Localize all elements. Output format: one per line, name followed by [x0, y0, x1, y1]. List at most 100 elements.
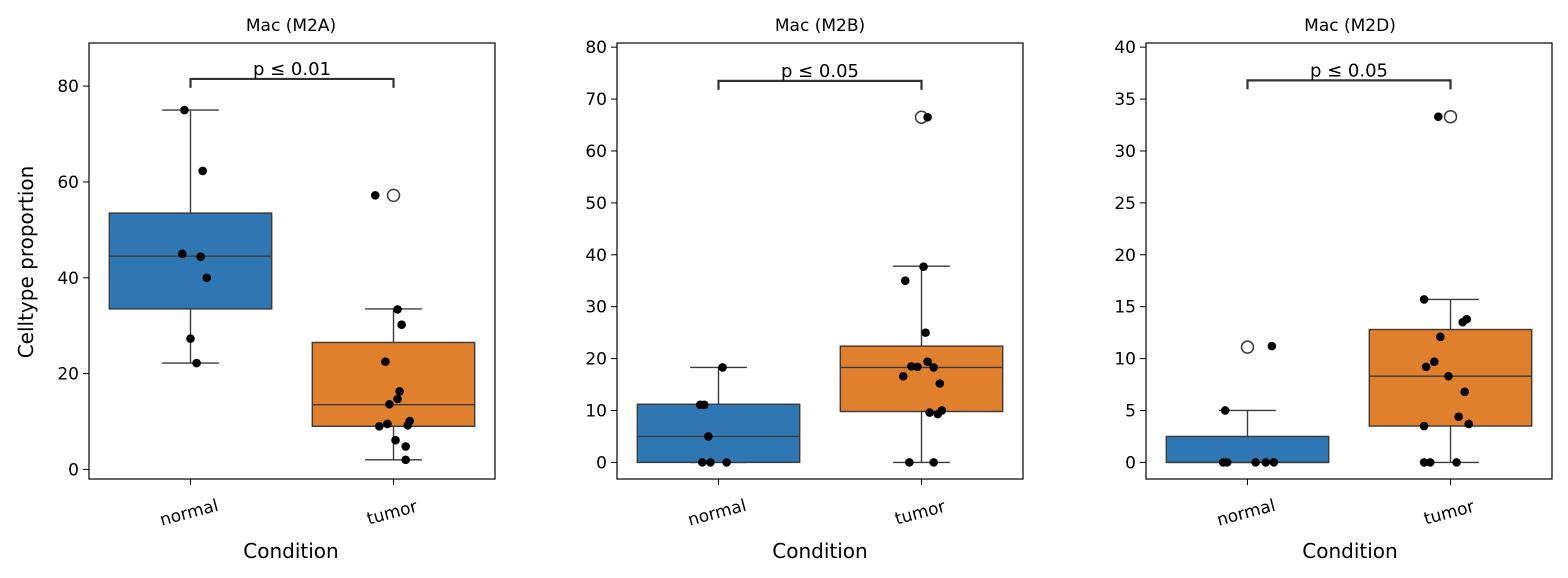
panel-1-tumor-data-point [391, 435, 400, 445]
panel-2-normal-data-point [704, 432, 713, 441]
panel-3-y-tick-label: 35 [1114, 90, 1136, 110]
panel-1-tumor-data-point [381, 357, 390, 366]
panel-3-tumor-data-point [1458, 317, 1467, 327]
panel-2-tumor-data-point [919, 262, 928, 272]
panel-3-significance-bracket [1246, 79, 1452, 90]
panel-2-tumor-data-point [923, 357, 932, 366]
panel-3-x-tick-label-tumor: tumor [1422, 497, 1477, 530]
panel-1-tumor-data-point [383, 419, 392, 429]
panel-3-normal-data-point [1267, 341, 1277, 351]
panel-1-x-tick-label-normal: normal [158, 496, 221, 531]
panel-2-tumor-box [839, 345, 1004, 413]
panel-1-plot-frame [88, 42, 496, 480]
panel-3-y-tick-label: 10 [1114, 350, 1136, 370]
panel-1-tumor-data-point [395, 387, 404, 396]
panel-3-normal-box [1165, 435, 1330, 464]
panel-3-normal-data-point [1251, 458, 1260, 467]
panel-3-plot-frame [1145, 42, 1553, 480]
panel-1-normal-data-point [192, 358, 201, 368]
panel-2-y-tick-label: 30 [585, 298, 607, 318]
panel-3-normal-data-point [1261, 458, 1271, 467]
panel-1-normal-data-point [180, 105, 189, 115]
panel-1-tumor-data-point [374, 421, 384, 431]
panel-3-p-value-label: p ≤ 0.05 [1310, 60, 1388, 81]
panel-2-x-tick-label-tumor: tumor [893, 497, 948, 530]
panel-2-y-tick-label: 20 [585, 350, 607, 370]
panel-3-y-tick-label: 30 [1114, 142, 1136, 162]
panel-2-normal-data-point [718, 363, 727, 372]
panel-1-tumor-box [311, 341, 476, 427]
panel-2-y-tick-label: 40 [585, 246, 607, 266]
panel-1-tumor-data-point [393, 305, 402, 314]
panel-m2d: Mac (M2D) Condition 0 5 10 15 20 25 30 35 40 norm… [1114, 16, 1553, 563]
panel-2-tumor-data-point [905, 458, 914, 467]
panel-1-normal-data-point [196, 252, 205, 261]
panel-2-y-tick-label: 50 [585, 194, 607, 214]
panel-1-p-value-label: p ≤ 0.01 [253, 59, 331, 80]
panel-m2d-x-axis-label: Condition [1302, 539, 1397, 563]
panel-m2b-title: Mac (M2B) [775, 16, 865, 36]
panel-3-tumor-outlier-marker [1443, 109, 1458, 124]
panel-1-normal-data-point [186, 334, 195, 343]
panel-m2a-x-axis-label: Condition [243, 539, 338, 563]
panel-2-tumor-data-point [923, 112, 932, 122]
panel-1-tumor-data-point [403, 421, 413, 430]
panel-1-y-tick-label: 0 [68, 460, 79, 480]
panel-3-tumor-data-point [1419, 295, 1429, 304]
panel-m2a: Mac (M2A) Condition 0 20 40 60 80 normal tumor… [57, 16, 496, 563]
panel-2-tumor-data-point [933, 409, 943, 419]
panel-1-normal-data-point [178, 249, 187, 259]
panel-3-tumor-data-point [1419, 458, 1429, 467]
panel-1-x-tick-label-tumor: tumor [365, 497, 420, 530]
panel-2-plot-frame [616, 42, 1024, 480]
panel-2-tumor-data-point [925, 408, 934, 417]
panel-1-tumor-outlier-marker [386, 188, 401, 203]
panel-3-y-tick-label: 15 [1114, 298, 1136, 318]
panel-1-tumor-data-point [370, 191, 380, 200]
panel-2-significance-bracket [717, 79, 923, 90]
panel-3-x-tick-label-normal: normal [1215, 496, 1278, 531]
panel-1-tumor-data-point [397, 320, 406, 330]
panel-2-tumor-data-point [929, 458, 938, 467]
panel-1-tumor-data-point [401, 442, 410, 451]
panel-3-tumor-data-point [1434, 112, 1443, 122]
panel-3-tumor-data-point [1454, 412, 1463, 422]
panel-3-normal-data-point [1269, 458, 1279, 467]
panel-2-y-tick-label: 0 [596, 453, 607, 473]
panel-1-tumor-data-point [385, 399, 394, 409]
panel-m2b-x-axis-label: Condition [772, 539, 867, 563]
panel-3-tumor-data-point [1464, 419, 1474, 429]
panel-3-y-tick-label: 40 [1114, 38, 1136, 58]
panel-3-normal-outlier-marker [1240, 340, 1255, 354]
panel-2-tumor-data-point [935, 379, 945, 388]
panel-1-y-tick-label: 40 [57, 269, 79, 289]
panel-2-x-tick-label-normal: normal [686, 496, 749, 531]
panel-1-normal-data-point [202, 273, 212, 283]
panel-2-p-value-label: p ≤ 0.05 [781, 61, 859, 82]
panel-1-y-tick-label: 80 [57, 77, 79, 97]
panel-1-y-tick-label: 60 [57, 173, 79, 193]
panel-1-significance-bracket [189, 77, 395, 88]
panel-3-tumor-data-point [1425, 458, 1435, 467]
panel-3-y-tick-label: 25 [1114, 194, 1136, 214]
panel-3-y-tick-label: 0 [1125, 453, 1136, 473]
panel-3-tumor-data-point [1444, 371, 1453, 381]
panel-1-tumor-data-point [401, 455, 410, 465]
panel-3-tumor-data-point [1429, 357, 1439, 366]
panel-3-tumor-data-point [1452, 458, 1461, 467]
panel-1-normal-box [108, 212, 273, 310]
panel-3-tumor-data-point [1419, 421, 1429, 431]
panel-3-y-tick-label: 20 [1114, 246, 1136, 266]
panel-3-y-tick-label: 5 [1125, 401, 1136, 421]
panel-2-tumor-data-point [929, 363, 938, 372]
panel-2-tumor-data-point [900, 276, 910, 286]
panel-3-normal-data-point [1222, 458, 1232, 467]
panel-2-y-tick-label: 60 [585, 142, 607, 162]
panel-2-normal-data-point [722, 458, 731, 467]
panel-2-tumor-data-point [921, 328, 930, 337]
panel-2-normal-data-point [699, 400, 709, 410]
panel-2-tumor-data-point [913, 362, 922, 372]
panel-2-y-tick-label: 80 [585, 38, 607, 58]
panel-m2a-title: Mac (M2A) [246, 16, 336, 36]
